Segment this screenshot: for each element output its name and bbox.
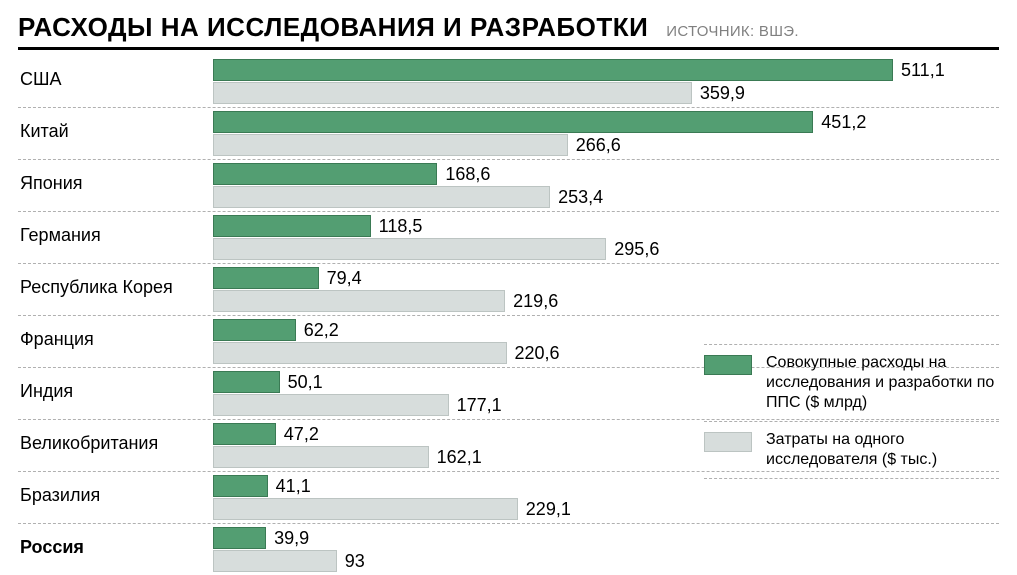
legend-swatch-grey	[704, 432, 752, 452]
bar-group: 41,1 229,1	[213, 475, 999, 521]
bar-value: 219,6	[513, 291, 558, 312]
bar-wrapper: 359,9	[213, 82, 999, 104]
country-label: Великобритания	[18, 423, 213, 454]
chart-row: Германия 118,5 295,6	[18, 212, 999, 264]
bar-value: 359,9	[700, 83, 745, 104]
bar-value: 168,6	[445, 164, 490, 185]
country-label: Республика Корея	[18, 267, 213, 298]
bar-series1	[213, 215, 371, 237]
bar-wrapper: 168,6	[213, 163, 999, 185]
bar-wrapper: 229,1	[213, 498, 999, 520]
country-label: Япония	[18, 163, 213, 194]
bar-series1	[213, 527, 266, 549]
bar-value: 266,6	[576, 135, 621, 156]
bar-value: 253,4	[558, 187, 603, 208]
bar-group: 79,4 219,6	[213, 267, 999, 313]
bar-wrapper: 39,9	[213, 527, 999, 549]
bar-series2	[213, 498, 518, 520]
country-label: США	[18, 59, 213, 90]
chart-row: Япония 168,6 253,4	[18, 160, 999, 212]
chart-header: РАСХОДЫ НА ИССЛЕДОВАНИЯ И РАЗРАБОТКИ ИСТ…	[18, 12, 999, 50]
bar-value: 511,1	[901, 60, 945, 81]
bar-series2	[213, 394, 449, 416]
bar-value: 47,2	[284, 424, 319, 445]
bar-wrapper: 118,5	[213, 215, 999, 237]
bar-wrapper: 295,6	[213, 238, 999, 260]
legend-swatch-green	[704, 355, 752, 375]
chart-row: Россия 39,9 93	[18, 524, 999, 575]
legend-text-2: Затраты на одного исследователя ($ тыс.)	[766, 430, 999, 470]
chart-area: США 511,1 359,9 Китай 451,2 266,6 Япония 168,6 2…	[18, 56, 999, 575]
legend-item-1: Совокупные расходы на исследования и раз…	[704, 344, 999, 422]
chart-row: Бразилия 41,1 229,1	[18, 472, 999, 524]
bar-value: 39,9	[274, 528, 309, 549]
bar-series2	[213, 82, 692, 104]
bar-series1	[213, 111, 813, 133]
bar-group: 451,2 266,6	[213, 111, 999, 157]
bar-series1	[213, 59, 893, 81]
bar-value: 229,1	[526, 499, 571, 520]
bar-wrapper: 511,1	[213, 59, 999, 81]
bar-group: 168,6 253,4	[213, 163, 999, 209]
bar-series1	[213, 371, 280, 393]
bar-series1	[213, 423, 276, 445]
bar-series2	[213, 290, 505, 312]
chart-source: ИСТОЧНИК: ВШЭ.	[666, 23, 799, 40]
country-label: Китай	[18, 111, 213, 142]
bar-series2	[213, 238, 606, 260]
bar-series1	[213, 475, 268, 497]
bar-series1	[213, 319, 296, 341]
country-label: Россия	[18, 527, 213, 558]
chart-row: Республика Корея 79,4 219,6	[18, 264, 999, 316]
bar-wrapper: 266,6	[213, 134, 999, 156]
bar-group: 118,5 295,6	[213, 215, 999, 261]
bar-series2	[213, 342, 507, 364]
bar-value: 93	[345, 551, 365, 572]
bar-value: 118,5	[379, 216, 423, 237]
legend-text-1: Совокупные расходы на исследования и раз…	[766, 353, 999, 413]
chart-rows: США 511,1 359,9 Китай 451,2 266,6 Япония 168,6 2…	[18, 56, 999, 575]
bar-series2	[213, 550, 337, 572]
bar-wrapper: 219,6	[213, 290, 999, 312]
chart-row: Китай 451,2 266,6	[18, 108, 999, 160]
bar-series2	[213, 446, 429, 468]
bar-value: 295,6	[614, 239, 659, 260]
bar-value: 451,2	[821, 112, 866, 133]
bar-value: 62,2	[304, 320, 339, 341]
country-label: Франция	[18, 319, 213, 350]
bar-value: 79,4	[327, 268, 362, 289]
bar-wrapper: 79,4	[213, 267, 999, 289]
bar-value: 41,1	[276, 476, 311, 497]
bar-series2	[213, 134, 568, 156]
bar-value: 50,1	[288, 372, 323, 393]
country-label: Индия	[18, 371, 213, 402]
bar-value: 220,6	[515, 343, 560, 364]
bar-wrapper: 451,2	[213, 111, 999, 133]
country-label: Германия	[18, 215, 213, 246]
bar-group: 39,9 93	[213, 527, 999, 573]
bar-value: 162,1	[437, 447, 482, 468]
legend-item-2: Затраты на одного исследователя ($ тыс.)	[704, 422, 999, 479]
bar-value: 177,1	[457, 395, 502, 416]
chart-row: США 511,1 359,9	[18, 56, 999, 108]
bar-wrapper: 253,4	[213, 186, 999, 208]
bar-group: 511,1 359,9	[213, 59, 999, 105]
chart-title: РАСХОДЫ НА ИССЛЕДОВАНИЯ И РАЗРАБОТКИ	[18, 12, 648, 43]
bar-wrapper: 93	[213, 550, 999, 572]
bar-wrapper: 62,2	[213, 319, 999, 341]
bar-series2	[213, 186, 550, 208]
country-label: Бразилия	[18, 475, 213, 506]
bar-series1	[213, 267, 319, 289]
legend: Совокупные расходы на исследования и раз…	[704, 344, 999, 479]
bar-series1	[213, 163, 437, 185]
